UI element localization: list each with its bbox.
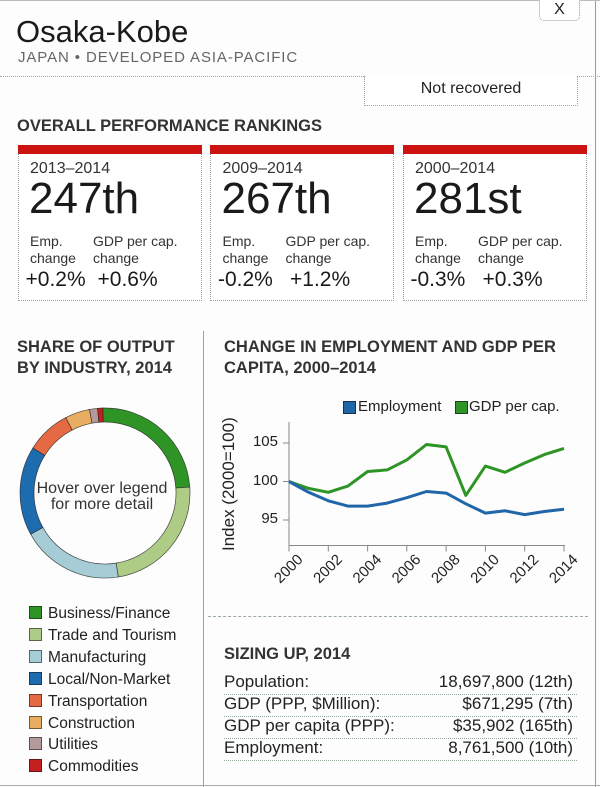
svg-text:2006: 2006 <box>389 551 425 587</box>
svg-text:2004: 2004 <box>350 551 386 587</box>
svg-text:2010: 2010 <box>467 551 503 587</box>
svg-text:2012: 2012 <box>507 551 543 587</box>
svg-text:2014: 2014 <box>546 551 582 587</box>
svg-text:2008: 2008 <box>428 551 464 587</box>
svg-text:2002: 2002 <box>310 551 346 587</box>
svg-text:2000: 2000 <box>271 551 307 587</box>
